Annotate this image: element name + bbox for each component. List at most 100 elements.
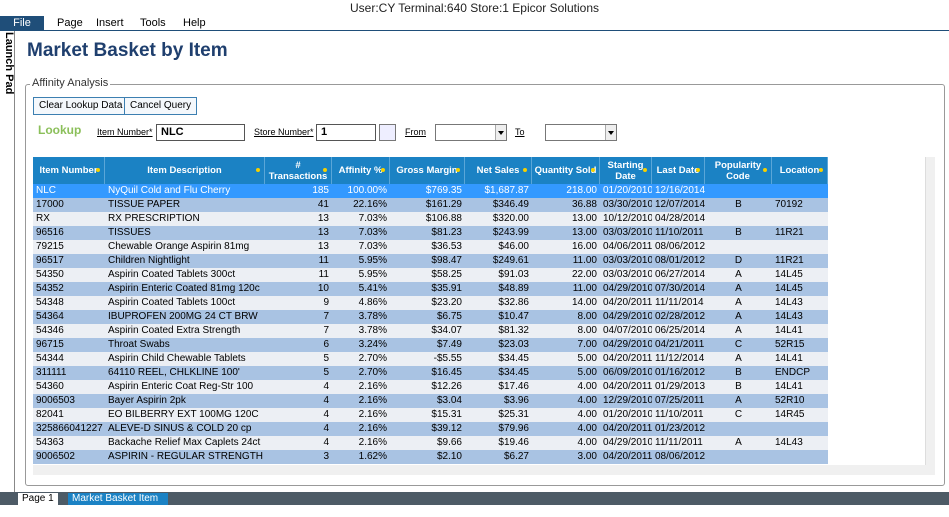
data-grid: Item Number Item Description # Transaction… [33, 157, 922, 465]
table-row[interactable]: 325866041227 ALEVE-D SINUS & COLD 20 cp 4 2… [33, 422, 828, 436]
table-row[interactable]: 54360 Aspirin Enteric Coat Reg-Str 100 4 2.… [33, 380, 828, 394]
table-cell: $46.00 [498, 241, 529, 252]
dropdown[interactable] [545, 124, 617, 141]
table-cell: 11R21 [775, 255, 804, 266]
tab[interactable]: Market Basket Item ✕ [68, 493, 168, 516]
table-row[interactable]: 96516 TISSUES 13 7.03% $81.23 $243.99 13.00 03/… [33, 226, 828, 240]
menu-bar: File Page Insert Tools Help [0, 16, 949, 31]
table-row[interactable]: 9006502 ASPIRIN - REGULAR STRENGTH 200CT 3… [33, 450, 828, 464]
button[interactable]: Clear Lookup Data [33, 97, 129, 115]
column-header[interactable]: Quantity Sold [532, 157, 600, 184]
table-cell: 04/20/2011 [603, 423, 652, 434]
column-header[interactable]: Popularity Code [705, 157, 772, 184]
table-row[interactable]: 54346 Aspirin Coated Extra Strength 7 3.78%… [33, 324, 828, 338]
table-cell: 01/23/2012 [655, 423, 705, 434]
table-cell: Backache Relief Max Caplets 24ct [108, 437, 261, 448]
table-cell: B [735, 199, 742, 210]
table-cell: Aspirin Coated Tablets 100ct [108, 297, 236, 308]
column-header[interactable]: Gross Margin [390, 157, 465, 184]
table-cell: 6 [323, 339, 329, 350]
table-cell: 4.86% [358, 297, 387, 308]
table-cell: 02/28/2012 [655, 311, 705, 322]
table-cell: 2.16% [358, 381, 387, 392]
table-row[interactable]: 9006503 Bayer Aspirin 2pk 4 2.16% $3.04 $3.96… [33, 394, 828, 408]
table-cell: 04/29/2010 [603, 437, 652, 448]
table-cell: 8.00 [577, 311, 597, 322]
table-cell: 04/29/2010 [603, 311, 652, 322]
column-header[interactable]: # Transactions [265, 157, 332, 184]
table-cell: A [735, 297, 742, 308]
table-cell: Aspirin Coated Extra Strength [108, 325, 241, 336]
menu-item[interactable]: File [0, 16, 44, 31]
table-cell: 7.03% [358, 227, 387, 238]
title-bar: User:CY Terminal:640 Store:1 Epicor Solu… [0, 0, 949, 16]
table-cell: 14L43 [775, 311, 803, 322]
sort-indicator [819, 168, 823, 172]
table-cell: $9.66 [436, 437, 462, 448]
table-cell: 01/20/2010 [603, 409, 652, 420]
table-cell: 11 [318, 255, 329, 266]
table-cell: 01/29/2013 [655, 381, 705, 392]
table-row[interactable]: 54350 Aspirin Coated Tablets 300ct 11 5.95%… [33, 268, 828, 282]
tab[interactable]: Page 1 [18, 493, 58, 505]
table-cell: 16.00 [571, 241, 597, 252]
search-button[interactable] [379, 124, 396, 141]
table-cell: 185 [312, 185, 329, 196]
tab-bar: Page 1 Market Basket Item ✕ [0, 492, 949, 516]
table-row[interactable]: RX RX PRESCRIPTION 13 7.03% $106.88 $320.00 13… [33, 212, 828, 226]
menu-item[interactable]: Tools [140, 17, 166, 29]
menu-item[interactable]: Insert [96, 17, 124, 29]
column-header-label: Gross Margin [396, 165, 458, 176]
table-row[interactable]: 82041 EO BILBERRY EXT 100MG 120C 4 2.16% $15… [33, 408, 828, 422]
table-cell: 70192 [775, 199, 803, 210]
column-header[interactable]: Last Date [652, 157, 705, 184]
table-cell: B [735, 227, 742, 238]
dropdown[interactable] [435, 124, 507, 141]
table-row[interactable]: 96715 Throat Swabs 6 3.24% $7.49 $23.03 7.00 04… [33, 338, 828, 352]
menu-item[interactable]: Page [57, 17, 83, 29]
column-header[interactable]: Net Sales [465, 157, 532, 184]
menu-item[interactable]: Help [183, 17, 206, 29]
table-cell: NyQuil Cold and Flu Cherry [108, 185, 231, 196]
table-cell: ASPIRIN - REGULAR STRENGTH 200CT [108, 451, 265, 462]
table-cell: C [734, 339, 743, 350]
table-cell: 8.00 [577, 325, 597, 336]
table-row[interactable]: 54363 Backache Relief Max Caplets 24ct 4 2.… [33, 436, 828, 450]
table-row[interactable]: 96517 Children Nightlight 11 5.95% $98.47 $24… [33, 254, 828, 268]
table-cell: 11.00 [572, 255, 597, 266]
launch-pad[interactable]: Launch Pad [0, 31, 15, 492]
table-cell: 11/10/2011 [655, 227, 704, 238]
table-cell: 04/06/2011 [603, 241, 652, 252]
table-cell: 54352 [36, 283, 64, 294]
table-cell: 9 [323, 297, 329, 308]
table-cell: 82041 [36, 409, 64, 420]
table-cell: 4.00 [577, 395, 597, 406]
text-input[interactable]: 1 [316, 124, 376, 141]
table-row[interactable]: 17000 TISSUE PAPER 41 22.16% $161.29 $346.49 3… [33, 198, 828, 212]
button[interactable]: Cancel Query [124, 97, 198, 115]
table-cell: 54348 [36, 297, 64, 308]
table-cell: TISSUES [108, 227, 151, 238]
table-row[interactable]: 54348 Aspirin Coated Tablets 100ct 9 4.86% $… [33, 296, 828, 310]
table-cell: 04/29/2010 [603, 339, 652, 350]
table-cell: 3.00 [577, 451, 597, 462]
horizontal-scrollbar[interactable] [33, 465, 935, 475]
table-row[interactable]: NLC NyQuil Cold and Flu Cherry 185 100.00% $… [33, 184, 828, 198]
column-header[interactable]: Location [772, 157, 828, 184]
table-cell: 54364 [36, 311, 64, 322]
text-input[interactable]: NLC [156, 124, 245, 141]
table-cell: A [735, 437, 742, 448]
vertical-scrollbar[interactable] [925, 157, 935, 465]
table-row[interactable]: 54344 Aspirin Child Chewable Tablets 5 2.70… [33, 352, 828, 366]
column-header[interactable]: Item Number [33, 157, 105, 184]
table-cell: 04/28/2014 [655, 213, 705, 224]
column-header[interactable]: Starting Date [600, 157, 652, 184]
table-row[interactable]: 79215 Chewable Orange Aspirin 81mg 13 7.03%… [33, 240, 828, 254]
column-header[interactable]: Affinity % [332, 157, 390, 184]
table-cell: -$5.55 [433, 353, 462, 364]
table-row[interactable]: 54364 IBUPROFEN 200MG 24 CT BRW 7 3.78% $6.7… [33, 310, 828, 324]
table-row[interactable]: 54352 Aspirin Enteric Coated 81mg 120c 10 5… [33, 282, 828, 296]
table-row[interactable]: 311111 64110 REEL, CHLKLINE 100' 5 2.70% $16… [33, 366, 828, 380]
column-header[interactable]: Item Description [105, 157, 265, 184]
table-cell: $48.89 [498, 283, 529, 294]
